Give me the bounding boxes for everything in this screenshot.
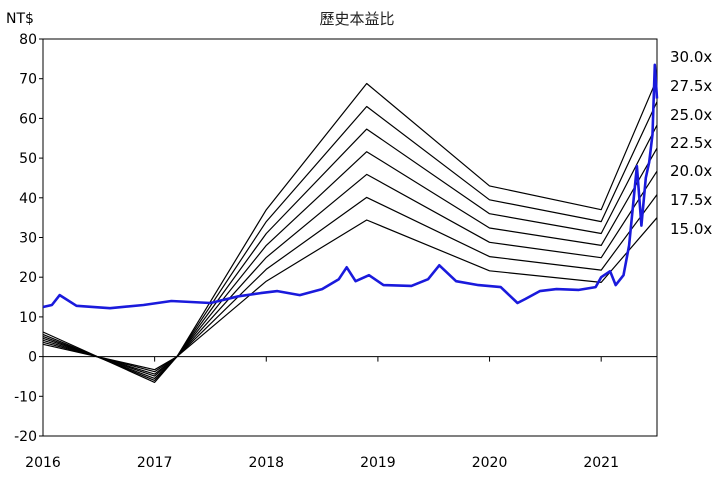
y-tick-label: 80: [19, 32, 37, 48]
y-tick-label: 20: [19, 270, 37, 286]
pe-band-label: 15.0x: [670, 220, 712, 238]
x-axis-ticks: 2016 2017 2018 2019 2020 2021: [25, 356, 619, 471]
y-axis-unit-label: NT$: [6, 11, 34, 27]
y-tick-label: 0: [28, 350, 37, 366]
y-tick-label: -10: [14, 389, 37, 405]
y-axis-ticks: 80 70 60 50 40 30 20 10 0 -10 -20: [14, 32, 43, 445]
x-tick-label: 2016: [25, 455, 61, 471]
y-tick-label: 30: [19, 231, 37, 247]
pe-band-line-25-0x: [42, 124, 658, 379]
x-tick-label: 2018: [248, 455, 284, 471]
pe-band-line-22-5x: [42, 147, 658, 377]
pe-band-line-27-5x: [42, 101, 658, 381]
y-tick-label: 60: [19, 111, 37, 127]
pe-band-label: 25.0x: [670, 106, 712, 124]
pe-band-label: 20.0x: [670, 162, 712, 180]
price-line: [42, 63, 659, 310]
pe-band-label: 27.5x: [670, 77, 712, 95]
pe-bands: [42, 78, 658, 383]
y-tick-label: 10: [19, 310, 37, 326]
x-tick-label: 2021: [583, 455, 619, 471]
x-tick-label: 2019: [360, 455, 396, 471]
chart-title: 歷史本益比: [319, 10, 394, 28]
x-tick-label: 2017: [137, 455, 173, 471]
pe-band-label: 30.0x: [670, 48, 712, 66]
pe-band-line-30-0x: [42, 78, 658, 383]
price-series: [42, 63, 659, 310]
pe-band-line-20-0x: [42, 170, 658, 375]
y-tick-label: 70: [19, 72, 37, 88]
plot-frame: [42, 38, 658, 437]
pe-band-label: 22.5x: [670, 134, 712, 152]
pe-band-line-17-5x: [42, 194, 658, 373]
y-tick-label: -20: [14, 429, 37, 445]
y-tick-label: 40: [19, 191, 37, 207]
x-tick-label: 2020: [472, 455, 508, 471]
pe-band-labels: 30.0x 27.5x 25.0x 22.5x 20.0x 17.5x 15.0x: [670, 48, 712, 238]
axes: [42, 38, 658, 437]
pe-band-line-15-0x: [42, 217, 658, 371]
y-tick-label: 50: [19, 151, 37, 167]
pe-band-label: 17.5x: [670, 191, 712, 209]
